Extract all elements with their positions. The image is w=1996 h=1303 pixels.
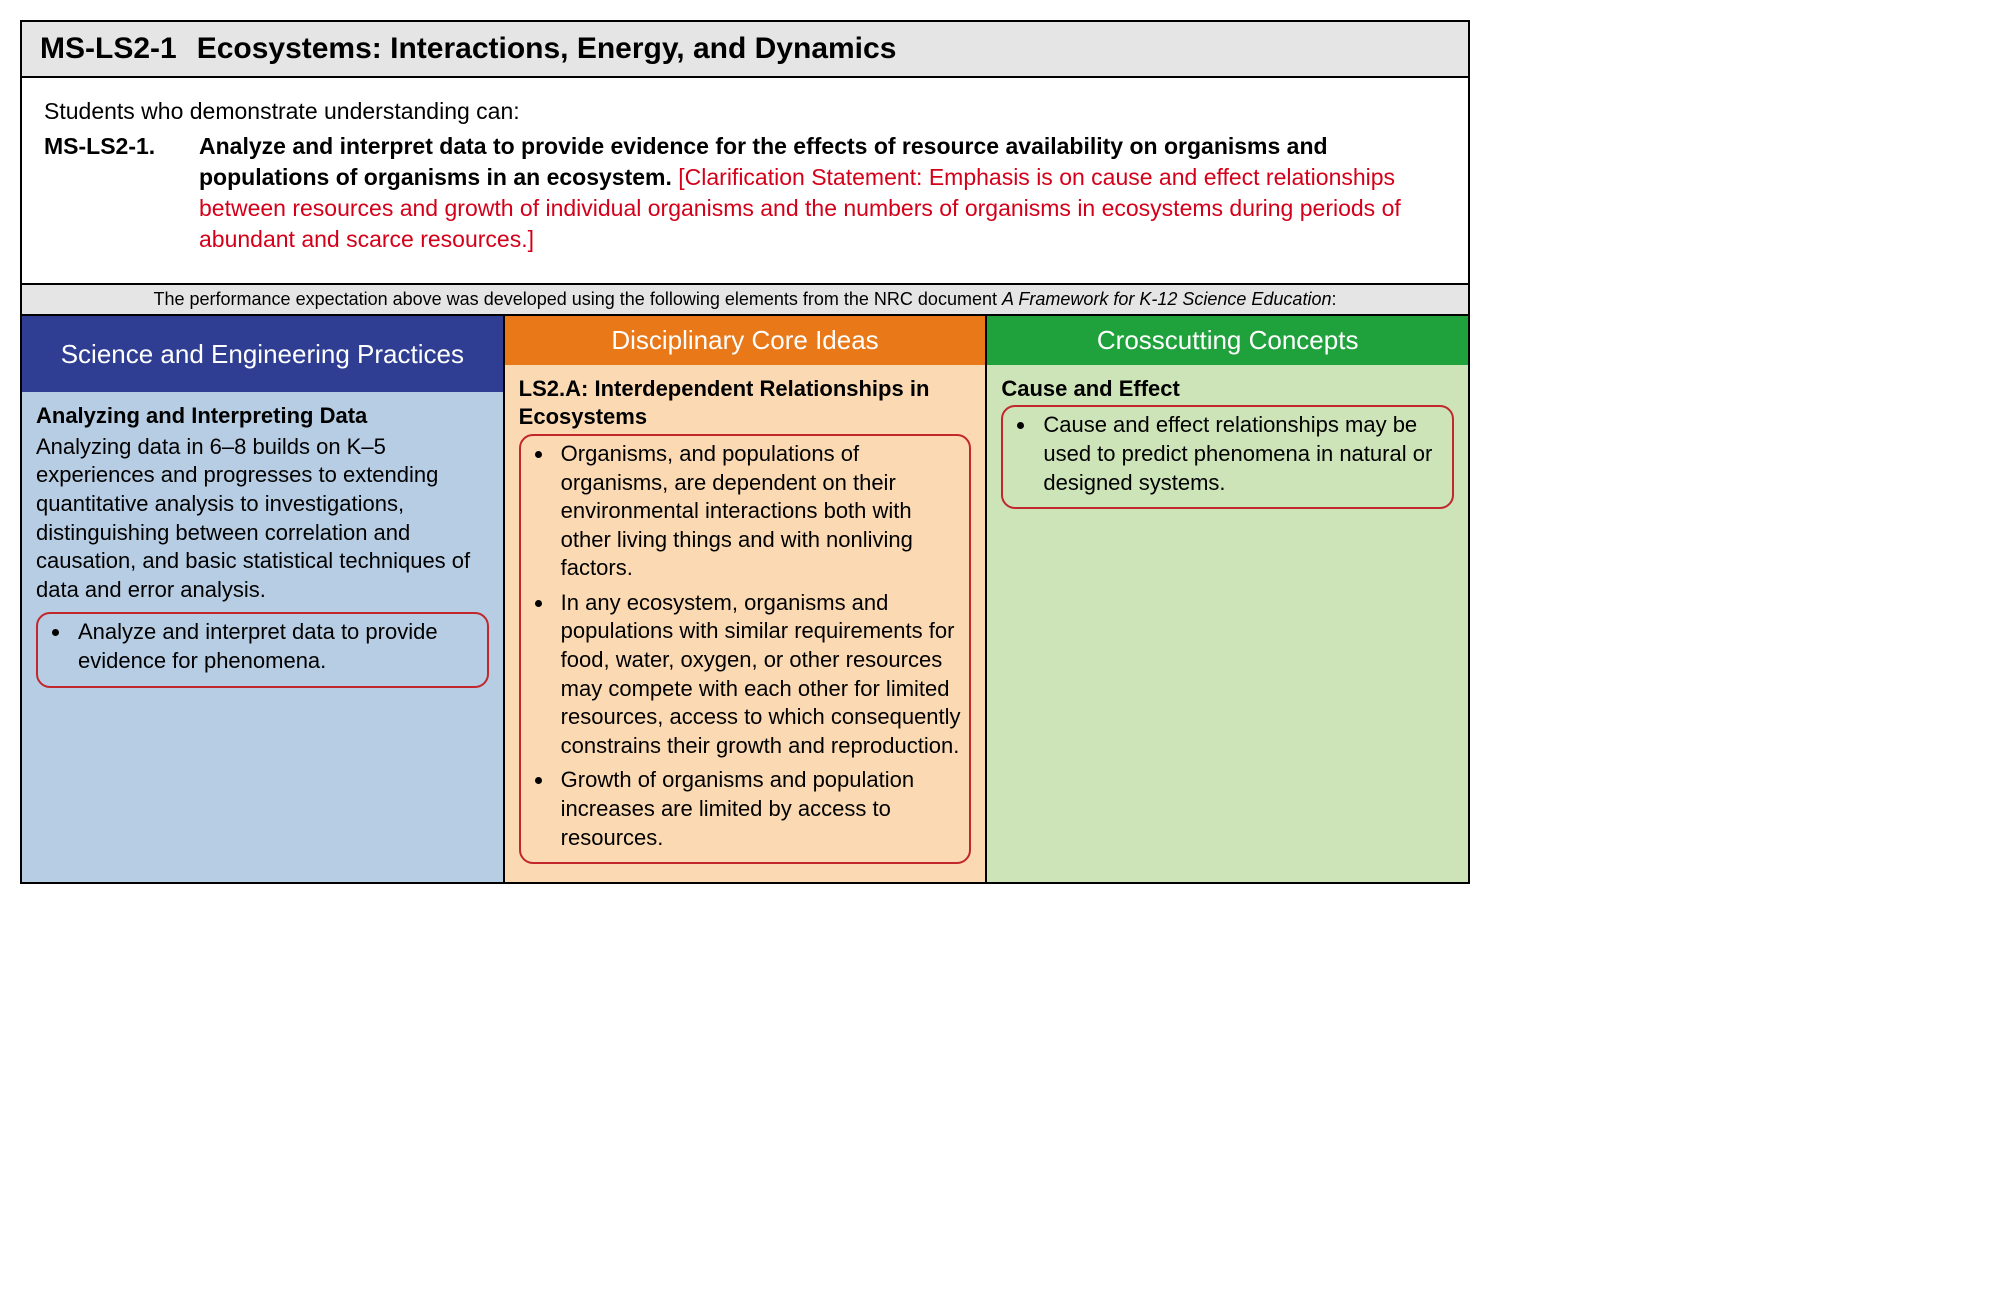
standard-code: MS-LS2-1 (40, 32, 177, 65)
ccc-section-title: Cause and Effect (1001, 375, 1454, 404)
sep-body: Analyzing and Interpreting Data Analyzin… (22, 392, 503, 705)
list-item: Organisms, and populations of organisms,… (555, 440, 964, 583)
pe-body: Analyze and interpret data to provide ev… (199, 131, 1446, 255)
title-bar: MS-LS2-1 Ecosystems: Interactions, Energy… (22, 22, 1468, 78)
sep-column: Science and Engineering Practices Analyz… (22, 316, 505, 882)
standard-title: Ecosystems: Interactions, Energy, and Dy… (197, 32, 897, 65)
ccc-highlight-box: Cause and effect relationships may be us… (1001, 405, 1454, 509)
sep-bullets: Analyze and interpret data to provide ev… (44, 618, 481, 675)
dci-body: LS2.A: Interdependent Relationships in E… (505, 365, 986, 883)
dci-bullets: Organisms, and populations of organisms,… (527, 440, 964, 852)
ccc-body: Cause and Effect Cause and effect relati… (987, 365, 1468, 527)
ccc-bullets: Cause and effect relationships may be us… (1009, 411, 1446, 497)
framework-note-suffix: : (1331, 289, 1336, 309)
framework-note-prefix: The performance expectation above was de… (154, 289, 1002, 309)
performance-expectation-row: MS-LS2-1. Analyze and interpret data to … (44, 131, 1446, 255)
dci-header: Disciplinary Core Ideas (505, 316, 986, 365)
framework-note: The performance expectation above was de… (22, 285, 1468, 316)
intro-lead: Students who demonstrate understanding c… (44, 96, 1446, 127)
dci-section-title: LS2.A: Interdependent Relationships in E… (519, 375, 972, 432)
sep-section-desc: Analyzing data in 6–8 builds on K–5 expe… (36, 433, 489, 605)
three-columns: Science and Engineering Practices Analyz… (22, 316, 1468, 882)
sep-highlight-box: Analyze and interpret data to provide ev… (36, 612, 489, 687)
list-item: Cause and effect relationships may be us… (1037, 411, 1446, 497)
list-item: Growth of organisms and population incre… (555, 766, 964, 852)
pe-code: MS-LS2-1. (44, 131, 199, 255)
standard-card: MS-LS2-1 Ecosystems: Interactions, Energy… (20, 20, 1470, 884)
dci-highlight-box: Organisms, and populations of organisms,… (519, 434, 972, 864)
ccc-column: Crosscutting Concepts Cause and Effect C… (987, 316, 1468, 882)
list-item: In any ecosystem, organisms and populati… (555, 589, 964, 761)
sep-header: Science and Engineering Practices (22, 316, 503, 392)
framework-doc-title: A Framework for K-12 Science Education (1002, 289, 1331, 309)
list-item: Analyze and interpret data to provide ev… (72, 618, 481, 675)
ccc-header: Crosscutting Concepts (987, 316, 1468, 365)
intro-block: Students who demonstrate understanding c… (22, 78, 1468, 285)
sep-section-title: Analyzing and Interpreting Data (36, 402, 489, 431)
dci-column: Disciplinary Core Ideas LS2.A: Interdepe… (505, 316, 988, 882)
